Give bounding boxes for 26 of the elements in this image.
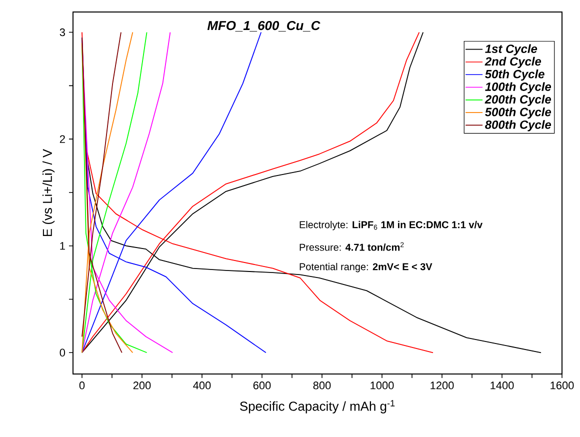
legend-label: 50th Cycle [485, 70, 544, 81]
legend-label: 800th Cycle [485, 120, 552, 132]
y-tick-label: 3 [60, 28, 65, 36]
x-tick-label: 1200 [430, 382, 454, 390]
legend-label: 1st Cycle [485, 44, 538, 56]
annotation: Electrolyte: LiPF$_{6}$ 1M in EC:DMC 1:1 v/v [300, 220, 483, 230]
legend-label: 2nd Cycle [484, 56, 542, 68]
y-tick-label: 0 [60, 348, 66, 357]
y-tick-label: 2 [60, 135, 65, 143]
x-tick-label: 600 [253, 382, 271, 390]
x-tick-label: 800 [313, 382, 331, 390]
y-axis-title: E (vs Li+/Li) / V [42, 148, 55, 236]
x-tick-label: 1400 [490, 382, 514, 390]
legend-label: 500th Cycle [485, 107, 552, 119]
legend-label: 100th Cycle [485, 82, 552, 94]
x-tick-label: 200 [133, 382, 151, 390]
x-tick-label: 0 [79, 382, 85, 390]
legend-label: 200th Cycle [484, 94, 552, 106]
annotation: Pressure: 4.71 ton/cm$^{2}$ [300, 242, 404, 251]
y-tick-label: 1 [60, 242, 65, 250]
annotation: Potential range: 2mV< E < 3V [300, 262, 432, 272]
x-tick-label: 1600 [550, 382, 574, 390]
x-tick-label: 1000 [370, 382, 394, 390]
text: MFO_1_600_Cu_C [207, 20, 320, 32]
x-axis-title: Specific Capacity / mAh g$^{-1}$ [240, 400, 395, 414]
x-tick-label: 400 [193, 382, 211, 390]
